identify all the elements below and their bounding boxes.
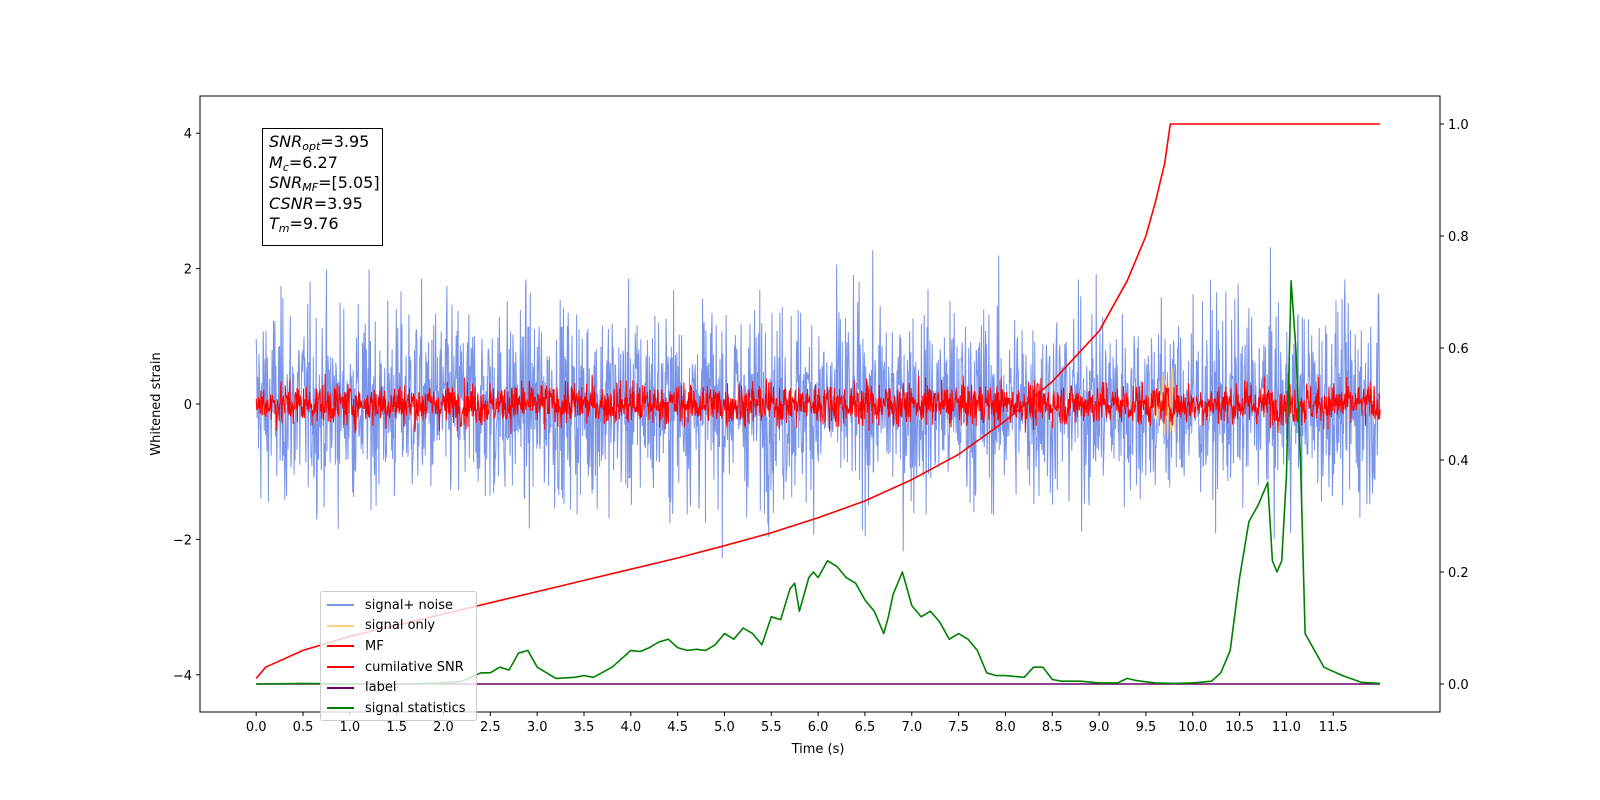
series-signal-noise	[255, 247, 1381, 559]
legend-item: signal statistics	[327, 698, 476, 719]
legend-swatch	[327, 666, 354, 669]
x-tick-label: 4.0	[620, 720, 641, 735]
x-tick-label: 3.5	[574, 720, 595, 735]
legend-swatch	[327, 686, 354, 689]
annotation-tm: Tm=9.76	[269, 214, 339, 235]
y-axis-left: 4 2 0 −2 −4	[173, 127, 200, 684]
legend-item: signal only	[327, 616, 476, 637]
x-tick-label: 1.0	[340, 720, 361, 735]
x-tick-label: 10.5	[1225, 720, 1254, 735]
x-tick-label: 10.0	[1178, 720, 1207, 735]
legend-item: MF	[327, 636, 476, 657]
legend-item: label	[327, 677, 476, 698]
x-tick-label: 2.0	[433, 720, 454, 735]
x-tick-label: 11.0	[1272, 720, 1301, 735]
x-tick-label: 8.5	[1042, 720, 1063, 735]
x-tick-label: 0.0	[246, 720, 267, 735]
x-tick-label: 11.5	[1319, 720, 1348, 735]
series-mf	[255, 373, 1381, 435]
legend-label: signal statistics	[365, 700, 466, 716]
x-tick-label: 7.5	[948, 720, 969, 735]
series-signal-statistics	[256, 279, 1381, 685]
x-tick-label: 8.0	[995, 720, 1016, 735]
annotation-csnr: CSNR=3.95	[269, 193, 363, 213]
y-tick-label: −4	[173, 669, 192, 684]
legend-label: label	[365, 680, 397, 696]
legend-swatch	[327, 624, 354, 627]
y2-tick-label: 0.0	[1448, 678, 1469, 693]
y-tick-label: −2	[173, 533, 192, 548]
x-tick-label: 1.5	[386, 720, 407, 735]
y2-tick-label: 0.6	[1448, 342, 1469, 357]
x-axis: 0.0 0.5 1.0 1.5 2.0 2.5 3.0 3.5 4.0 4.5 5.0 5.5 6.0 6…	[246, 712, 1348, 735]
x-tick-label: 5.0	[714, 720, 735, 735]
y2-tick-label: 1.0	[1448, 118, 1469, 133]
legend-item: cumilative SNR	[327, 657, 476, 678]
x-tick-label: 7.0	[901, 720, 922, 735]
x-tick-label: 9.5	[1136, 720, 1157, 735]
legend-swatch	[327, 645, 354, 648]
y-tick-label: 2	[184, 263, 192, 278]
legend-label: signal only	[365, 618, 436, 634]
legend-swatch	[327, 604, 354, 607]
x-tick-label: 9.0	[1089, 720, 1110, 735]
legend-label: signal+ noise	[365, 597, 454, 613]
annotation-box: SNRopt=3.95 Mc=6.27 SNRMF=[5.05] CSNR=3.…	[262, 128, 383, 246]
legend-swatch	[327, 707, 354, 710]
y2-tick-label: 0.4	[1448, 454, 1469, 469]
legend-label: MF	[365, 638, 384, 654]
x-tick-label: 0.5	[293, 720, 314, 735]
legend-item: signal+ noise	[327, 595, 476, 616]
x-tick-label: 2.5	[480, 720, 501, 735]
x-tick-label: 6.5	[855, 720, 876, 735]
legend: signal+ noise signal only MF cumilative …	[320, 591, 477, 721]
x-tick-label: 3.0	[527, 720, 548, 735]
y-tick-label: 0	[184, 398, 192, 413]
legend-label: cumilative SNR	[365, 659, 464, 675]
x-tick-label: 6.0	[808, 720, 829, 735]
annotation-snr-opt: SNRopt=3.95	[269, 132, 370, 153]
y2-tick-label: 0.8	[1448, 230, 1469, 245]
y-tick-label: 4	[184, 127, 192, 142]
y-axis-label: Whitened strain	[149, 352, 164, 455]
annotation-snr-mf: SNRMF=[5.05]	[269, 173, 380, 194]
x-tick-label: 5.5	[761, 720, 782, 735]
x-axis-label: Time (s)	[791, 742, 845, 757]
y-axis-right: 1.0 0.8 0.6 0.4 0.2 0.0	[1440, 118, 1469, 693]
annotation-chirp-mass: Mc=6.27	[269, 152, 338, 174]
x-tick-label: 4.5	[667, 720, 688, 735]
y2-tick-label: 0.2	[1448, 566, 1469, 581]
